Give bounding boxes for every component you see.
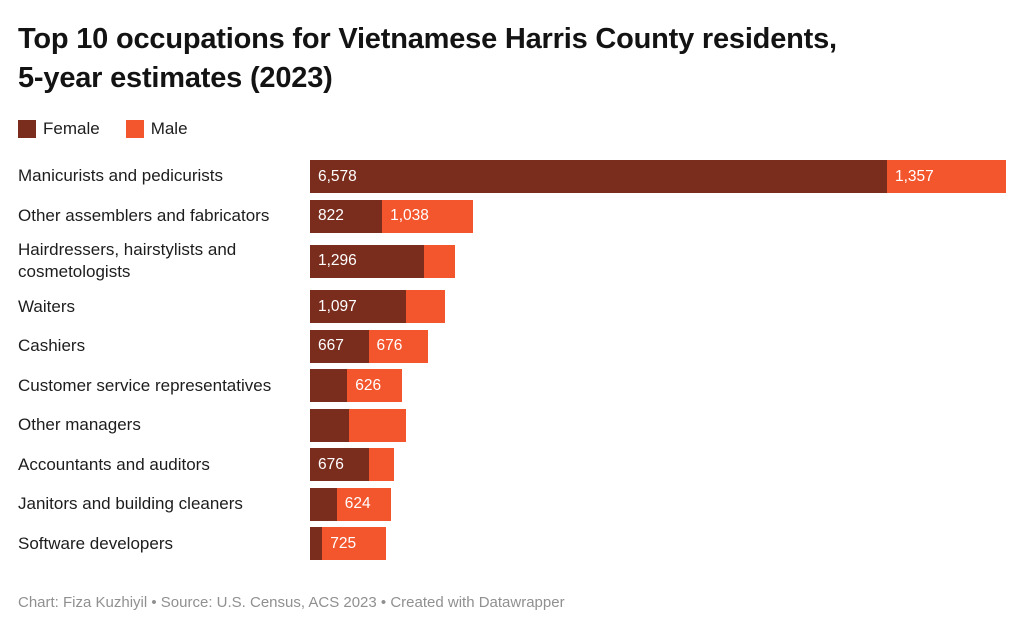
male-bar-segment[interactable] xyxy=(406,290,446,324)
male-value-label: 626 xyxy=(355,376,382,394)
female-bar-segment[interactable]: 822 xyxy=(310,199,383,233)
male-value-label: 676 xyxy=(376,337,403,355)
bar-track: 6,578 1,357 xyxy=(310,160,1006,193)
category-label: Other managers xyxy=(18,415,141,435)
male-bar-segment[interactable] xyxy=(348,408,406,442)
female-bar-segment[interactable]: 676 xyxy=(310,448,370,482)
chart-row: Customer service representatives 626 xyxy=(0,369,1024,403)
bar-track: 676 xyxy=(310,448,1006,482)
bar-track: 1,097 xyxy=(310,290,1006,324)
legend-label-male: Male xyxy=(150,119,188,138)
category-label: Waiters xyxy=(18,296,75,316)
chart-row: Other managers xyxy=(0,408,1024,442)
male-bar-segment[interactable]: 725 xyxy=(322,527,386,561)
category-label: Hairdressers, hairstylists and cosmetolo… xyxy=(18,240,237,282)
bar-track: 667 676 xyxy=(310,329,1006,363)
bar-track: 725 xyxy=(310,527,1006,561)
bar-track: 626 xyxy=(310,369,1006,403)
category-label: Cashiers xyxy=(18,336,86,356)
legend-item-male: Male xyxy=(125,119,188,139)
male-bar-segment[interactable] xyxy=(369,448,394,482)
male-bar-segment[interactable]: 1,357 xyxy=(886,160,1006,193)
bar-track: 624 xyxy=(310,487,1006,521)
chart-title-line1: Top 10 occupations for Vietnamese Harris… xyxy=(18,23,837,55)
chart-row: Other assemblers and fabricators 822 1,038 xyxy=(0,199,1024,233)
male-value-label: 725 xyxy=(330,534,357,552)
male-bar-segment[interactable] xyxy=(423,244,456,278)
male-value-label: 1,357 xyxy=(894,167,934,185)
female-bar-segment[interactable]: 1,296 xyxy=(310,244,424,278)
category-label: Other assemblers and fabricators xyxy=(18,205,270,225)
female-value-label: 822 xyxy=(318,207,344,224)
female-bar-segment[interactable]: 6,578 xyxy=(310,160,887,193)
female-bar-segment[interactable] xyxy=(310,369,348,403)
female-value-label: 1,097 xyxy=(318,297,357,315)
category-label: Customer service representatives xyxy=(18,375,272,395)
chart-row: Hairdressers, hairstylists and cosmetolo… xyxy=(0,239,1024,284)
legend-item-female: Female xyxy=(18,119,100,139)
legend: Female Male xyxy=(0,119,1024,139)
chart-title: Top 10 occupations for Vietnamese Harris… xyxy=(0,20,1024,98)
chart-footer: Chart: Fiza Kuzhiyil • Source: U.S. Cens… xyxy=(18,594,565,612)
chart-row: Cashiers 667 676 xyxy=(0,329,1024,363)
bar-chart: Manicurists and pedicurists 6,578 1,357 Oth… xyxy=(0,160,1024,561)
male-bar-segment[interactable]: 624 xyxy=(336,487,392,521)
female-color-swatch xyxy=(18,120,36,138)
female-bar-segment[interactable] xyxy=(310,527,323,561)
male-bar-segment[interactable]: 1,038 xyxy=(382,199,474,233)
chart-row: Software developers 725 xyxy=(0,527,1024,561)
chart-title-line2: 5-year estimates (2023) xyxy=(18,62,333,94)
female-bar-segment[interactable]: 1,097 xyxy=(310,290,407,324)
category-label: Janitors and building cleaners xyxy=(18,494,243,514)
chart-row: Manicurists and pedicurists 6,578 1,357 xyxy=(0,160,1024,193)
bar-track xyxy=(310,408,1006,442)
male-color-swatch xyxy=(125,120,144,138)
female-value-label: 676 xyxy=(318,455,344,473)
chart-row: Janitors and building cleaners 624 xyxy=(0,487,1024,521)
category-label: Software developers xyxy=(18,533,173,553)
chart-row: Accountants and auditors 676 xyxy=(0,448,1024,482)
bar-track: 822 1,038 xyxy=(310,199,1006,233)
female-bar-segment[interactable]: 667 xyxy=(310,329,369,363)
female-value-label: 1,296 xyxy=(318,252,357,270)
male-value-label: 624 xyxy=(344,495,371,513)
female-value-label: 6,578 xyxy=(318,167,357,185)
female-value-label: 667 xyxy=(318,337,344,355)
male-bar-segment[interactable]: 626 xyxy=(347,369,403,403)
female-bar-segment[interactable] xyxy=(310,408,349,442)
female-bar-segment[interactable] xyxy=(310,487,337,521)
category-label: Accountants and auditors xyxy=(18,454,210,474)
bar-track: 1,296 xyxy=(310,244,1006,278)
chart-row: Waiters 1,097 xyxy=(0,290,1024,324)
male-value-label: 1,038 xyxy=(390,207,429,224)
category-label: Manicurists and pedicurists xyxy=(18,166,224,186)
legend-label-female: Female xyxy=(43,119,100,138)
male-bar-segment[interactable]: 676 xyxy=(368,329,428,363)
